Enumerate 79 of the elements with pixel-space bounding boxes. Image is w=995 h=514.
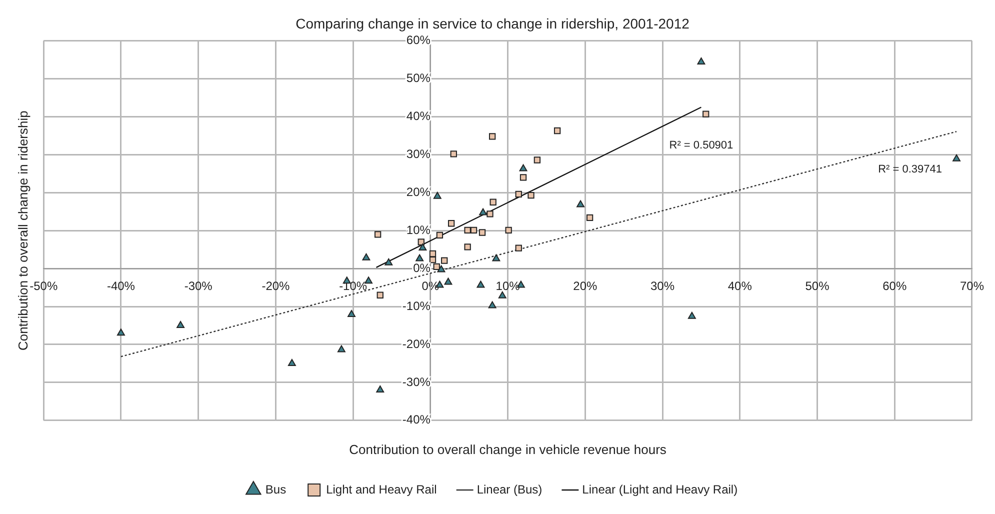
x-tick-label: -30% bbox=[184, 279, 213, 294]
y-tick-label: 20% bbox=[406, 184, 431, 199]
x-tick-label: 50% bbox=[805, 279, 830, 294]
annotation: R² = 0.39741 bbox=[878, 164, 942, 176]
point bbox=[376, 386, 384, 393]
point bbox=[464, 244, 471, 250]
point bbox=[450, 150, 457, 158]
y-tick-label: -30% bbox=[402, 374, 431, 389]
point bbox=[433, 263, 440, 270]
point bbox=[554, 127, 561, 134]
point bbox=[418, 238, 424, 246]
x-tick-label: -20% bbox=[262, 279, 290, 294]
point bbox=[117, 328, 125, 336]
legend-label: Light and Heavy Rail bbox=[326, 482, 437, 496]
point bbox=[519, 164, 528, 172]
point bbox=[429, 250, 436, 258]
x-tick-label: 30% bbox=[650, 279, 675, 294]
point bbox=[436, 232, 444, 238]
point bbox=[376, 292, 384, 298]
point bbox=[384, 258, 393, 266]
point bbox=[441, 257, 448, 264]
point bbox=[437, 265, 446, 272]
x-tick-label: 40% bbox=[728, 279, 752, 294]
x-tick-label: 60% bbox=[882, 279, 907, 294]
annotation: R² = 0.50901 bbox=[669, 139, 734, 152]
point bbox=[416, 254, 424, 262]
point bbox=[288, 358, 296, 366]
y-tick-label: 60% bbox=[406, 33, 431, 48]
point bbox=[176, 321, 184, 328]
point bbox=[448, 220, 455, 227]
point bbox=[520, 174, 527, 181]
chart-title: Comparing change in service to change in ridership, 2001-2012 bbox=[296, 15, 690, 32]
y-tick-label: -20% bbox=[402, 336, 431, 351]
point bbox=[488, 301, 496, 308]
point bbox=[528, 192, 534, 199]
x-tick-label: 70% bbox=[960, 279, 984, 294]
x-tick-label: 20% bbox=[573, 279, 598, 294]
point bbox=[697, 58, 706, 65]
point bbox=[478, 229, 486, 236]
point bbox=[337, 345, 346, 352]
legend-label: Bus bbox=[265, 482, 286, 496]
legend-label: Linear (Bus) bbox=[476, 482, 542, 496]
x-tick-label: -50% bbox=[30, 279, 58, 294]
point bbox=[576, 200, 584, 208]
point bbox=[470, 226, 478, 234]
x-axis-title: Contribution to overall change in vehicle revenue hours bbox=[349, 442, 667, 457]
point bbox=[433, 192, 442, 199]
point bbox=[444, 278, 452, 285]
point bbox=[490, 198, 496, 206]
y-tick-label: -40% bbox=[402, 412, 431, 427]
point bbox=[418, 244, 427, 251]
point bbox=[488, 133, 496, 140]
point bbox=[952, 154, 960, 162]
y-tick-label: 40% bbox=[406, 109, 431, 124]
point bbox=[515, 190, 522, 198]
point bbox=[348, 310, 356, 317]
point bbox=[702, 110, 710, 118]
point bbox=[464, 226, 471, 234]
point bbox=[505, 226, 512, 234]
x-tick-label: 10% bbox=[496, 279, 520, 294]
y-tick-label: 10% bbox=[406, 222, 431, 237]
y-tick-label: 30% bbox=[406, 146, 431, 161]
y-axis-title: Contribution to overall change in ridership bbox=[15, 110, 30, 351]
point bbox=[492, 254, 500, 262]
legend-label: Linear (Light and Heavy Rail) bbox=[582, 482, 738, 496]
point bbox=[362, 253, 370, 260]
point bbox=[479, 208, 488, 216]
y-tick-label: 50% bbox=[406, 71, 431, 86]
point bbox=[429, 256, 436, 264]
point bbox=[534, 156, 541, 164]
y-tick-label: -10% bbox=[402, 298, 431, 313]
point bbox=[498, 291, 506, 298]
point bbox=[515, 244, 522, 252]
point bbox=[374, 231, 382, 238]
point bbox=[486, 210, 494, 218]
x-tick-label: -40% bbox=[106, 279, 136, 294]
point bbox=[586, 214, 594, 222]
point bbox=[688, 312, 696, 319]
point bbox=[476, 280, 485, 288]
